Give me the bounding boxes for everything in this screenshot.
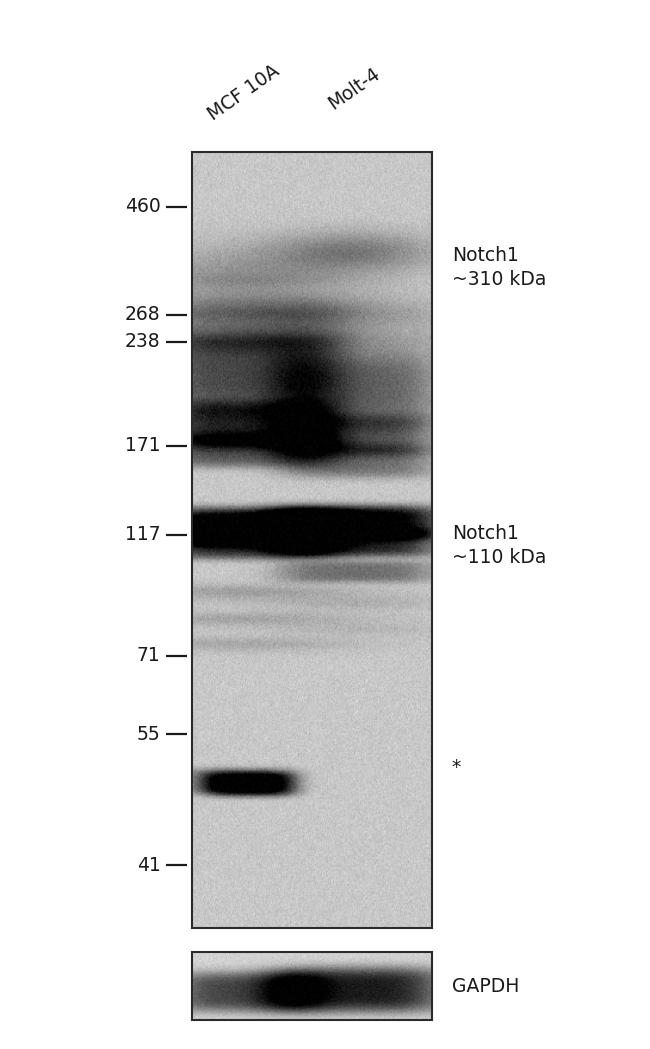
Text: 171: 171	[125, 436, 161, 455]
Text: 55: 55	[136, 725, 161, 744]
Bar	[192, 152, 432, 928]
Bar	[192, 152, 432, 928]
Text: Molt-4: Molt-4	[325, 64, 384, 113]
Bar	[192, 952, 432, 1020]
Text: 41: 41	[136, 856, 161, 875]
Text: Notch1
~310 kDa: Notch1 ~310 kDa	[452, 245, 546, 290]
Text: Notch1
~110 kDa: Notch1 ~110 kDa	[452, 523, 546, 568]
Text: *: *	[452, 758, 461, 777]
Text: 117: 117	[125, 526, 161, 544]
Text: MCF 10A: MCF 10A	[204, 61, 283, 124]
Text: 238: 238	[125, 333, 161, 351]
Text: 460: 460	[125, 197, 161, 216]
Text: 71: 71	[136, 646, 161, 665]
Text: GAPDH: GAPDH	[452, 977, 519, 996]
Text: 268: 268	[125, 305, 161, 324]
